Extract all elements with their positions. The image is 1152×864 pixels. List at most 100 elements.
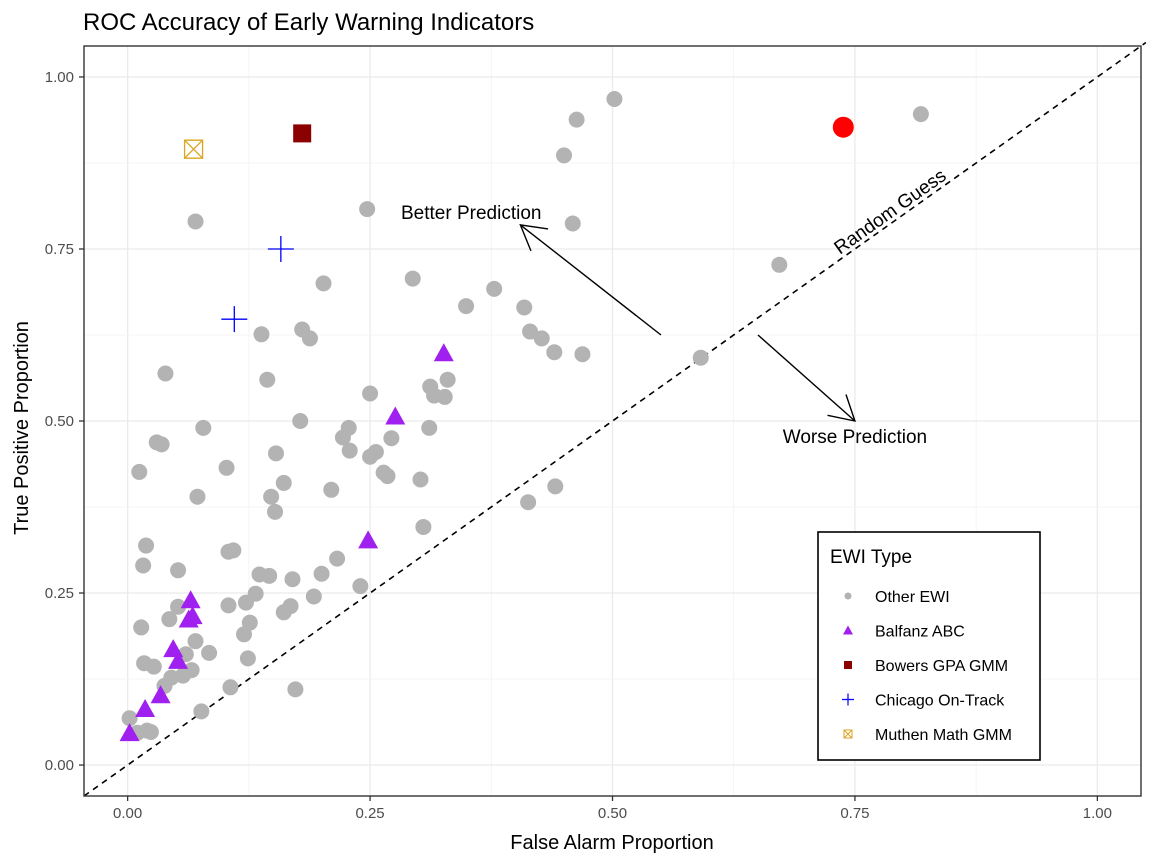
other-ewi-point xyxy=(520,494,537,511)
y-tick-label: 0.50 xyxy=(45,413,74,430)
balfanz-abc-point xyxy=(433,343,454,362)
other-ewi-point xyxy=(253,326,270,343)
other-ewi-point xyxy=(439,371,456,388)
other-ewi-point xyxy=(352,578,369,595)
x-tick-label: 0.50 xyxy=(598,805,627,822)
other-ewi-point xyxy=(138,537,155,554)
balfanz-abc-point xyxy=(182,606,203,625)
other-ewi-point xyxy=(546,344,563,361)
other-ewi-point xyxy=(771,256,788,273)
other-ewi-point xyxy=(131,463,148,480)
annotation-arrow-shaft xyxy=(519,224,662,336)
legend-label: Other EWI xyxy=(875,589,950,606)
other-ewi-point xyxy=(267,503,284,520)
legend-key-other-ewi xyxy=(844,592,852,600)
other-ewi-point xyxy=(195,419,212,436)
x-tick-label: 0.75 xyxy=(840,805,869,822)
other-ewi-point xyxy=(301,330,318,347)
other-ewi-point xyxy=(225,542,242,559)
annotation-arrow-head xyxy=(519,224,549,252)
legend-label: Muthen Math GMM xyxy=(875,727,1012,744)
legend-label: Bowers GPA GMM xyxy=(875,658,1008,675)
random-guess-label: Random Guess xyxy=(831,165,951,259)
legend-label: Balfanz ABC xyxy=(875,624,965,641)
data-points xyxy=(119,90,929,742)
other-ewi-point xyxy=(912,106,929,123)
other-ewi-point xyxy=(305,588,322,605)
other-ewi-point xyxy=(282,598,299,615)
other-ewi-point xyxy=(284,571,301,588)
better-prediction-label: Better Prediction xyxy=(401,203,541,224)
other-ewi-point xyxy=(340,419,357,436)
axis-ticks: 0.00 0.25 0.50 0.75 1.00 0.00 0.25 0.50 0.75 1.00 xyxy=(45,69,1112,822)
other-ewi-point xyxy=(261,567,278,584)
other-ewi-point xyxy=(547,478,564,495)
x-tick-label: 1.00 xyxy=(1083,805,1112,822)
other-ewi-point xyxy=(268,445,285,462)
x-tick-label: 0.25 xyxy=(355,805,384,822)
muthen-math-gmm-point xyxy=(183,139,204,159)
annotations: Better Prediction Worse Prediction xyxy=(401,203,927,448)
other-ewi-point xyxy=(421,419,438,436)
balfanz-abc-point xyxy=(168,650,189,669)
other-ewi-point xyxy=(259,371,276,388)
legend-title: EWI Type xyxy=(830,547,912,568)
y-tick-label: 0.00 xyxy=(45,757,74,774)
other-ewi-point xyxy=(135,557,152,574)
legend-box xyxy=(817,531,1041,761)
other-ewi-point xyxy=(170,562,187,579)
other-ewi-point xyxy=(533,330,550,347)
chicago-on-track-point xyxy=(267,235,294,262)
other-ewi-point xyxy=(564,215,581,232)
other-ewi-point xyxy=(170,598,187,615)
other-ewi-point xyxy=(692,349,709,366)
balfanz-abc-point xyxy=(385,406,406,425)
other-ewi-point xyxy=(568,111,585,128)
other-ewi-point xyxy=(222,679,239,696)
x-axis-label: False Alarm Proportion xyxy=(510,832,713,854)
legend-key-chicago-on-track xyxy=(842,693,854,706)
y-tick-label: 0.75 xyxy=(45,241,74,258)
annotation-arrow-head xyxy=(827,394,856,422)
y-tick-label: 1.00 xyxy=(45,69,74,86)
other-ewi-point xyxy=(218,459,235,476)
other-ewi-point xyxy=(436,388,453,405)
other-ewi-point xyxy=(121,710,138,727)
x-tick-label: 0.00 xyxy=(113,805,142,822)
other-ewi-point xyxy=(153,436,170,453)
other-ewi-point xyxy=(313,565,330,582)
legend: EWI Type Other EWI Balfanz ABC Bowers GPA G… xyxy=(817,531,1041,761)
other-ewi-point xyxy=(142,724,159,741)
other-ewi-point xyxy=(329,550,346,567)
other-ewi-point xyxy=(412,471,429,488)
other-ewi-point xyxy=(287,681,304,698)
other-ewi-point xyxy=(606,90,623,107)
other-ewi-point xyxy=(404,270,421,287)
y-tick-label: 0.25 xyxy=(45,585,74,602)
other-ewi-point xyxy=(359,201,376,218)
other-ewi-point xyxy=(522,323,539,340)
other-ewi-point xyxy=(241,614,258,631)
other-ewi-point xyxy=(341,442,358,459)
worse-prediction-label: Worse Prediction xyxy=(783,427,927,448)
other-ewi-point xyxy=(367,443,384,460)
other-ewi-point xyxy=(383,430,400,447)
other-ewi-point xyxy=(157,365,174,382)
legend-key-balfanz-abc xyxy=(843,625,853,635)
chicago-on-track-point xyxy=(221,306,248,333)
other-ewi-point xyxy=(292,413,309,429)
random-guess-line xyxy=(83,41,1147,797)
legend-key-bowers-gpa-gmm xyxy=(844,661,852,669)
other-ewi-point xyxy=(247,585,264,602)
other-ewi-point xyxy=(556,147,573,164)
other-ewi-point xyxy=(193,703,210,720)
other-ewi-point xyxy=(574,346,591,363)
other-ewi-point xyxy=(201,644,218,661)
other-ewi-point xyxy=(323,481,340,498)
other-ewi-point xyxy=(315,275,332,292)
other-ewi-point xyxy=(516,299,533,316)
other-ewi-point xyxy=(379,468,396,485)
other-ewi-point xyxy=(415,518,432,535)
